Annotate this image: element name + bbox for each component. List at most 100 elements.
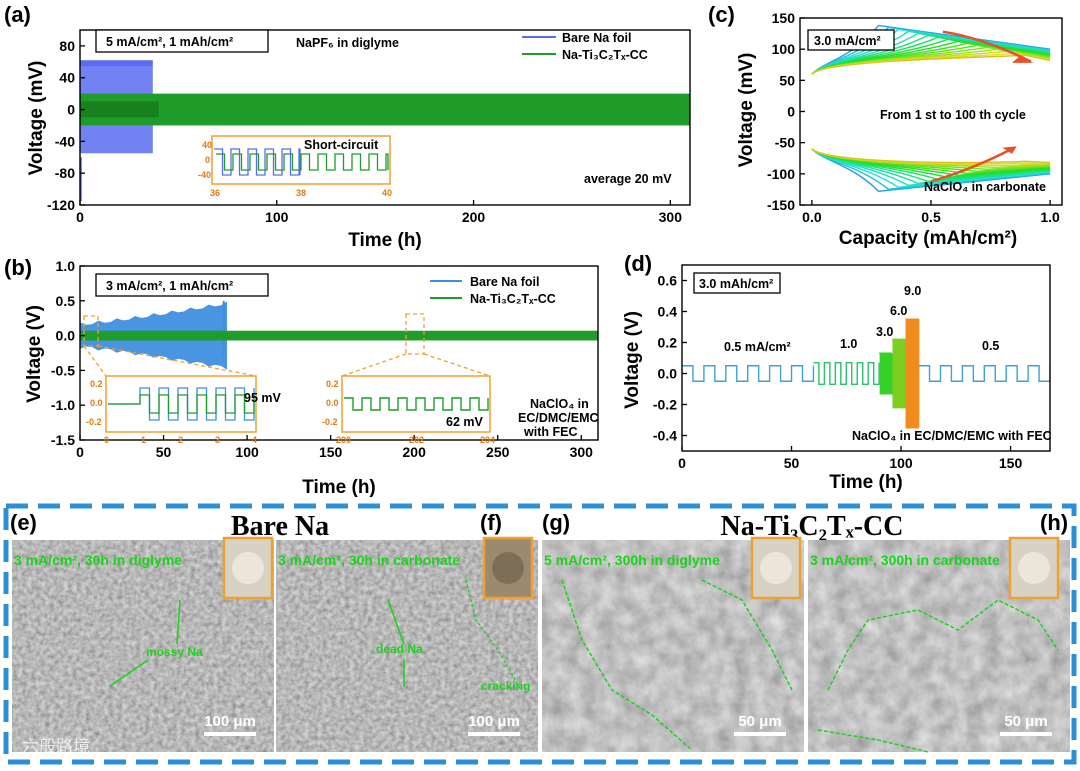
- legend-mx: Na-Ti₃C₂Tₓ-CC: [562, 48, 648, 62]
- sem-annotation: cracking: [481, 679, 530, 693]
- panel-b-condition: 3 mA/cm², 1 mAh/cm²: [106, 279, 233, 293]
- panel-d-condition-box: [693, 272, 781, 294]
- panel-a-average: average 20 mV: [584, 172, 672, 186]
- panel-d-frame: [681, 264, 1051, 452]
- scale-bar-label: 50 μm: [1004, 713, 1047, 730]
- sem-panel-label: (f): [480, 510, 502, 535]
- panel-d-condition: 3.0 mAh/cm²: [699, 277, 773, 291]
- scale-bar-label: 100 μm: [468, 713, 520, 730]
- inset-mx-trace: [216, 153, 389, 171]
- sem-panels: (e) 3 mA/cm², 30h in diglyme mossy Na 100 μ…: [10, 510, 1070, 756]
- sem-annotation: dead Na: [376, 642, 423, 656]
- inset-ytick: 0.2: [326, 379, 339, 389]
- sem-caption: 5 mA/cm², 300h in diglyme: [544, 552, 720, 568]
- mx-trace: [80, 93, 690, 126]
- sem-annotation: mossy Na: [146, 645, 203, 659]
- panel-b-legend: Bare Na foil Na-Ti₃C₂Tₓ-CC: [430, 275, 556, 306]
- scale-bar: [204, 732, 256, 736]
- inset-ytick: 0: [205, 155, 210, 165]
- y-tick-label: -50: [775, 135, 795, 151]
- panel-c: (c) 0.0 0.5 1.0 150 100 50 0 -50 -100 -150 Capaci…: [708, 2, 1063, 249]
- scale-bar-label: 100 μm: [204, 713, 256, 730]
- y-tick-label: 0: [67, 102, 75, 118]
- inset-ytick: 0.0: [90, 398, 103, 408]
- sem-caption: 3 mA/cm², 300h in carbonate: [810, 552, 1000, 568]
- inset-value: 95 mV: [244, 391, 281, 405]
- x-tick-label: 300: [570, 444, 594, 460]
- x-tick-label: 250: [486, 444, 510, 460]
- bare-na-trace-edge: [80, 60, 153, 67]
- inset-title: Short-circuit: [304, 138, 379, 152]
- scale-bar: [468, 732, 520, 736]
- inset-xtick: 40: [382, 188, 392, 198]
- x-tick-label: 0: [76, 209, 84, 225]
- sem-panel-f: (f) 3 mA/cm², 30h in carbonate dead Na crac…: [276, 510, 538, 752]
- y-tick-label: 1.0: [56, 258, 76, 274]
- x-tick-label: 100: [235, 444, 259, 460]
- crack-outline: [465, 579, 522, 691]
- inset-xtick: 0: [104, 435, 109, 445]
- panel-b-electrolyte-3: with FEC: [523, 425, 577, 439]
- sem-panel-label: (h): [1040, 510, 1068, 535]
- scale-bar: [1000, 732, 1052, 736]
- rate-segment-trace: [892, 338, 907, 409]
- inset-ytick: 0.0: [326, 398, 339, 408]
- panel-c-ylabel: Voltage (mV): [736, 53, 757, 168]
- rate-label: 9.0: [904, 284, 921, 298]
- trend-arrow-upper: [942, 30, 1032, 63]
- x-tick-label: 50: [784, 455, 800, 471]
- panel-b-traces: [80, 300, 598, 370]
- y-tick-label: -150: [767, 197, 795, 213]
- x-tick-label: 150: [319, 444, 343, 460]
- grain-boundary-outline: [817, 599, 1059, 753]
- trend-arrowhead-upper: [1011, 56, 1034, 63]
- rate-segment-trace: [918, 365, 1050, 382]
- x-tick-label: 200: [462, 209, 486, 225]
- annotation-pointer: [109, 659, 149, 687]
- y-tick-label: 150: [772, 10, 796, 26]
- panel-b-frame: [79, 265, 599, 441]
- inset-frame: [341, 375, 491, 433]
- rate-label: 1.0: [840, 337, 857, 351]
- panel-a-inset: Short-circuit 40 0 -40 36 38 40: [198, 135, 392, 198]
- sample-photo-disc: [232, 552, 264, 584]
- inset-ytick: 40: [202, 140, 212, 150]
- panel-d: (d) 0 50 100 150 0.6 0.4 0.2 0.0 -0.2 -0.4 Time (…: [622, 251, 1052, 493]
- sample-photo-disc: [1018, 552, 1050, 584]
- y-tick-label: -1.5: [51, 432, 75, 448]
- sem-panel-g: (g) 5 mA/cm², 300h in diglyme 50 μm: [542, 510, 804, 752]
- rate-segment-trace: [905, 318, 920, 429]
- rate-label: 0.5: [982, 339, 999, 353]
- rate-segment-trace: [879, 352, 894, 395]
- inset-xtick: 200: [336, 435, 351, 445]
- panel-a-traces: [80, 60, 690, 202]
- panel-d-xlabel: Time (h): [829, 472, 903, 493]
- y-tick-label: -0.2: [653, 397, 677, 413]
- y-tick-label: 0.5: [56, 293, 76, 309]
- panel-b-ylabel: Voltage (V): [24, 305, 45, 403]
- panel-b-electrolyte-1: NaClO₄ in: [530, 397, 589, 411]
- annotation-pointer: [176, 599, 181, 645]
- panel-a-frame: [79, 29, 691, 206]
- panel-b-label: (b): [4, 255, 32, 280]
- inset-xtick: 1: [141, 435, 146, 445]
- sem-panel-e: (e) 3 mA/cm², 30h in diglyme mossy Na 100 μ…: [10, 510, 274, 752]
- panel-b-zoom-guides: [83, 313, 491, 377]
- annotation-pointer: [387, 599, 405, 645]
- y-tick-label: 0.4: [658, 304, 678, 320]
- cycle-curve-upper: [811, 54, 1051, 75]
- panel-c-condition: 3.0 mA/cm²: [814, 34, 881, 48]
- panel-c-cycle-note: From 1 st to 100 th cycle: [880, 108, 1026, 122]
- y-tick-label: -1.0: [51, 397, 75, 413]
- rate-label: 0.5 mA/cm²: [724, 340, 791, 354]
- sem-panel-label: (e): [10, 510, 37, 535]
- x-tick-label: 50: [156, 444, 172, 460]
- panel-a-ticks: 0 100 200 300 80 40 0 -40 -80 -120: [47, 38, 682, 225]
- inset-ytick: -0.2: [322, 417, 338, 427]
- panel-a-electrolyte: NaPF₆ in diglyme: [296, 36, 399, 50]
- panel-d-label: (d): [624, 251, 652, 276]
- x-tick-label: 100: [265, 209, 289, 225]
- panel-a-legend: Bare Na foil Na-Ti₃C₂Tₓ-CC: [522, 31, 648, 62]
- legend-bare: Bare Na foil: [470, 275, 539, 289]
